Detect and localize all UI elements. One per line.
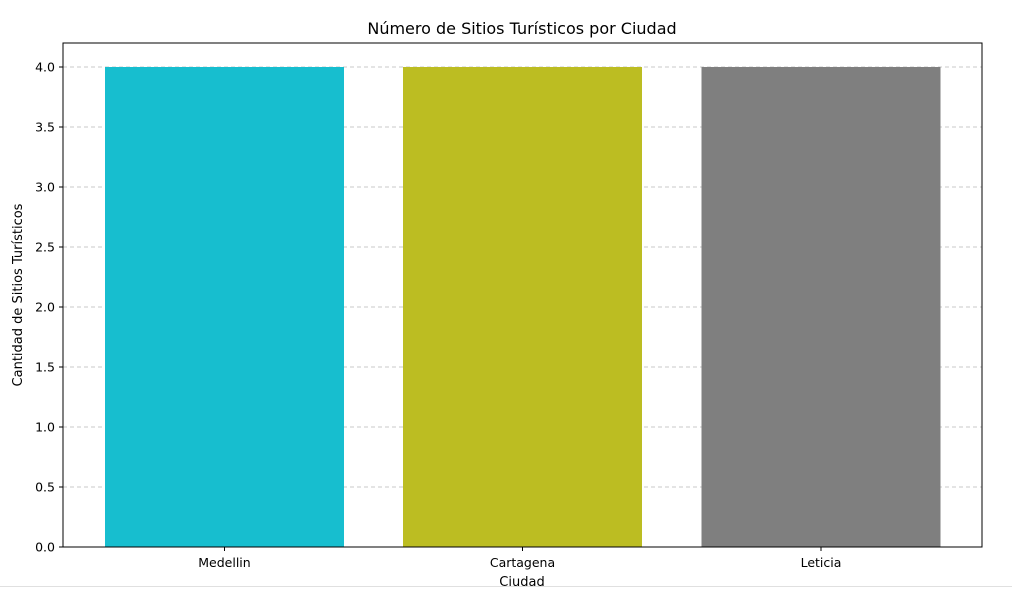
chart-title: Número de Sitios Turísticos por Ciudad — [367, 19, 676, 38]
x-axis-label: Ciudad — [499, 575, 544, 589]
x-tick-label: Medellin — [198, 555, 250, 570]
y-tick-label: 1.0 — [35, 420, 55, 435]
bar-medellin — [105, 67, 344, 547]
y-tick-label: 4.0 — [35, 60, 55, 75]
bottom-divider — [0, 586, 1012, 587]
y-tick-label: 1.5 — [35, 360, 55, 375]
bar-cartagena — [403, 67, 642, 547]
x-axis-ticks: Medellin Cartagena Leticia — [198, 547, 841, 570]
y-tick-label: 0.5 — [35, 480, 55, 495]
y-tick-label: 3.0 — [35, 180, 55, 195]
y-tick-label: 0.0 — [35, 540, 55, 555]
y-tick-label: 2.0 — [35, 300, 55, 315]
y-axis-label: Cantidad de Sitios Turísticos — [11, 203, 26, 386]
bars — [105, 67, 941, 547]
y-axis-ticks: 0.0 0.5 1.0 1.5 2.0 2.5 3.0 3.5 4.0 — [35, 60, 63, 555]
x-tick-label: Leticia — [801, 555, 842, 570]
x-tick-label: Cartagena — [490, 555, 555, 570]
y-tick-label: 2.5 — [35, 240, 55, 255]
bar-leticia — [701, 67, 941, 547]
y-tick-label: 3.5 — [35, 120, 55, 135]
